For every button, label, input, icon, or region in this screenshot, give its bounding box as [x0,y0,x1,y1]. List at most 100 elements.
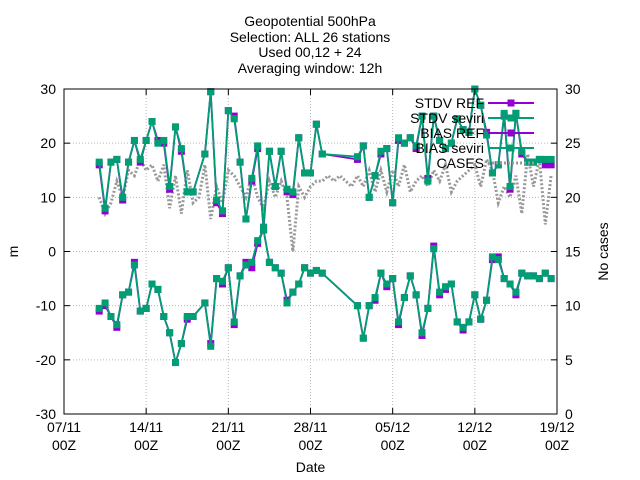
data-point [289,188,297,196]
series-layer [95,85,555,367]
data-point [383,280,391,288]
data-point [107,313,115,320]
x-tick-label: 05/12 [375,419,410,435]
data-point [277,269,285,277]
x-tick-label: 19/12 [539,419,574,435]
y-axis-label: m [5,246,21,258]
legend-label: STDV REF [415,95,484,111]
data-point [207,88,215,96]
data-point [95,304,103,312]
data-point [289,288,297,296]
x-axis-label: Date [296,459,326,475]
data-point [183,188,191,196]
x-tick-label: 28/11 [294,419,328,435]
data-point [242,215,250,223]
data-point [500,275,508,283]
x-tick-label: 00Z [298,437,323,453]
data-point [107,158,115,166]
data-point [277,147,285,155]
series-line [97,153,553,252]
data-point [371,294,379,302]
data-point [389,275,397,283]
data-point [494,256,502,264]
series-cases [97,153,553,252]
data-point [353,302,361,310]
data-point [154,285,162,293]
data-point [541,269,549,277]
data-point [95,158,103,166]
data-point [353,153,361,161]
data-point [154,139,162,147]
legend-label: BIAS REF [420,125,484,141]
data-point [312,120,320,128]
data-point [477,101,485,109]
data-point [119,193,127,201]
title-line-1: Geopotential 500hPa [244,13,376,29]
data-point [541,161,549,169]
data-point [148,118,156,125]
data-point [113,155,121,163]
data-point [130,136,138,144]
data-point [160,313,168,320]
series-stdv-ref [95,85,555,234]
data-point [518,147,526,155]
y-tick-label: 30 [40,81,56,97]
y-tick-label: 0 [48,244,56,260]
data-point [400,294,408,302]
legend-marker [507,129,515,137]
data-point [271,264,279,272]
data-point [125,158,133,166]
data-point [177,145,185,153]
data-point [406,134,414,142]
series-line [98,226,552,363]
data-point [400,139,408,147]
data-point [213,196,221,204]
data-point [506,183,514,190]
data-point [500,109,508,117]
legend-marker [507,99,515,107]
data-point [389,199,397,207]
data-point [136,155,144,163]
data-point [406,272,414,280]
y2-tick-label: 25 [565,135,581,151]
data-point [265,147,273,155]
data-point [441,145,449,153]
data-point [412,142,420,150]
data-point [125,288,133,296]
data-point [483,131,491,139]
data-point [218,277,226,285]
data-point [430,245,438,253]
data-point [265,258,273,266]
axis-ticks: -30 -20 -10 0 10 20 30 0 5 10 15 20 25 30 07/11 00Z 14/1… [36,81,581,453]
data-point [318,269,326,277]
data-point [301,264,309,272]
data-point [535,155,543,163]
data-point [518,269,526,277]
data-point [377,147,385,155]
y2-tick-label: 20 [565,189,581,205]
y-tick-label: 20 [40,135,56,151]
data-point [447,280,455,288]
data-point [436,136,444,144]
y-tick-label: 10 [40,189,56,205]
data-point [307,269,314,277]
data-point [547,275,555,283]
y-tick-label: -30 [36,406,56,422]
title-line-4: Averaging window: 12h [238,60,383,76]
data-point [424,304,432,312]
data-point [142,304,150,312]
data-point [488,169,496,177]
data-point [271,183,279,190]
data-point [307,169,314,177]
data-point [395,134,403,142]
series-line [98,227,552,363]
data-point [524,272,532,280]
y2-tick-label: 10 [565,298,581,314]
data-point [166,183,174,190]
data-point [248,174,256,182]
data-point [506,280,514,288]
data-point [418,329,426,337]
data-point [201,150,209,158]
y2-tick-label: 5 [565,352,573,368]
